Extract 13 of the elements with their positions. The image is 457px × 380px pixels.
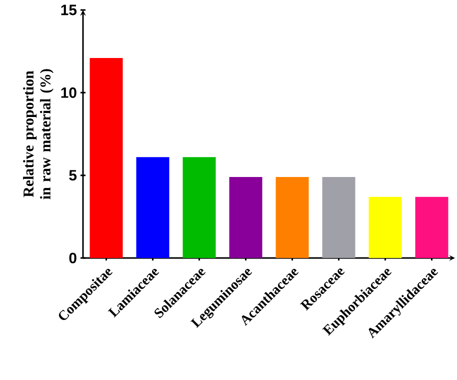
y-tick-label: 5 <box>69 170 77 181</box>
bar <box>322 176 356 258</box>
bar <box>229 176 262 258</box>
bar <box>90 58 123 258</box>
bar <box>415 196 448 258</box>
y-tick-label: 10 <box>61 87 76 98</box>
bar <box>182 157 216 258</box>
y-axis-title: Relative proportion in raw material (%) <box>23 69 54 200</box>
bar <box>276 176 309 258</box>
bar <box>136 157 170 258</box>
y-tick-label: 0 <box>69 252 76 264</box>
y-tick-label: 15 <box>61 4 77 16</box>
bar <box>368 196 402 258</box>
